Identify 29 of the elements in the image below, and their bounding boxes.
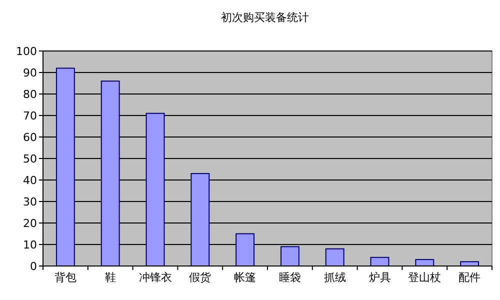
bar [325, 248, 344, 266]
x-tick-label: 炉具 [368, 271, 391, 284]
y-tick-label: 90 [23, 66, 37, 80]
y-tick-label: 30 [23, 195, 37, 208]
bar [146, 112, 165, 266]
bar [100, 80, 120, 266]
bar [280, 246, 300, 266]
bar [236, 233, 255, 266]
x-tick-label: 登山杖 [408, 271, 442, 284]
y-tick-label: 50 [23, 152, 37, 166]
x-tick-label: 抓绒 [324, 271, 346, 284]
x-tick-label: 冲锋衣 [138, 271, 172, 284]
x-tick-label: 假货 [189, 271, 212, 284]
y-tick-label: 10 [23, 238, 37, 252]
y-tick-label: 40 [23, 174, 37, 187]
y-tick-label: 0 [30, 260, 37, 273]
x-tick-label: 帐篷 [234, 271, 256, 284]
x-tick-label: 睡袋 [278, 271, 301, 284]
y-tick-label: 100 [16, 44, 37, 58]
y-tick-label: 60 [23, 130, 37, 144]
y-tick-label: 20 [23, 216, 37, 230]
bar [190, 173, 210, 266]
y-tick-label: 80 [23, 88, 37, 101]
chart-title: 初次购买装备统计 [221, 11, 309, 24]
x-tick-label: 背包 [54, 271, 76, 284]
x-tick-label: 配件 [458, 271, 481, 284]
x-tick-label: 鞋 [104, 271, 116, 284]
y-tick-label: 70 [23, 109, 37, 122]
bar [56, 68, 75, 266]
